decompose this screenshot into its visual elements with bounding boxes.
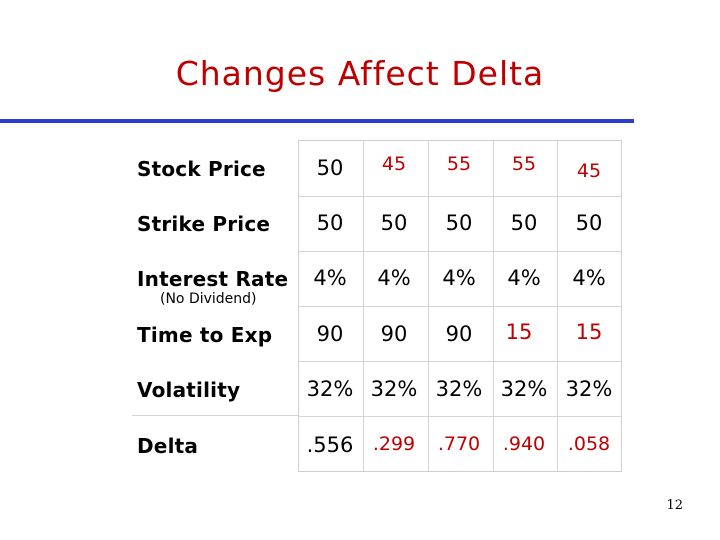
cell-strike-price: 50 <box>510 211 538 235</box>
cell-volatility: 32% <box>500 377 548 401</box>
cell-strike-price: 50 <box>316 211 344 235</box>
row-label-stock-price: Stock Price <box>137 157 266 181</box>
cell-time-to-exp: 15 <box>505 320 533 344</box>
cell-volatility: 32% <box>565 377 613 401</box>
cell-time-to-exp: 15 <box>575 320 603 344</box>
grid-divider <box>299 251 621 252</box>
grid-divider <box>299 361 621 362</box>
grid-divider <box>299 416 621 417</box>
cell-strike-price: 50 <box>445 211 473 235</box>
grid-divider <box>299 306 621 307</box>
cell-stock-price: 50 <box>316 156 344 180</box>
cell-strike-price: 50 <box>380 211 408 235</box>
cell-delta: .556 <box>306 433 354 457</box>
cell-volatility: 32% <box>435 377 483 401</box>
cell-delta: .940 <box>502 433 546 455</box>
cell-volatility: 32% <box>370 377 418 401</box>
row-label-interest-rate: Interest Rate <box>137 267 289 291</box>
cell-time-to-exp: 90 <box>316 322 344 346</box>
cell-interest-rate: 4% <box>572 266 606 290</box>
cell-stock-price: 45 <box>381 153 407 175</box>
cell-time-to-exp: 90 <box>380 322 408 346</box>
grid-divider <box>299 196 621 197</box>
cell-delta: .299 <box>372 433 416 455</box>
row-note-no-dividend: (No Dividend) <box>160 291 257 307</box>
cell-stock-price: 55 <box>446 153 472 175</box>
cell-strike-price: 50 <box>575 211 603 235</box>
cell-interest-rate: 4% <box>313 266 347 290</box>
row-label-time-to-exp: Time to Exp <box>137 323 273 347</box>
page-number: 12 <box>666 498 683 513</box>
cell-volatility: 32% <box>306 377 354 401</box>
row-label-delta: Delta <box>137 434 199 458</box>
slide-title: Changes Affect Delta <box>175 54 545 93</box>
cell-interest-rate: 4% <box>442 266 476 290</box>
cell-interest-rate: 4% <box>377 266 411 290</box>
cell-interest-rate: 4% <box>507 266 541 290</box>
label-separator <box>132 415 298 416</box>
values-grid <box>298 140 622 472</box>
cell-delta: .058 <box>567 433 611 455</box>
cell-time-to-exp: 90 <box>445 322 473 346</box>
cell-stock-price: 45 <box>576 160 602 182</box>
title-rule <box>0 119 634 123</box>
row-label-volatility: Volatility <box>137 378 241 402</box>
row-label-strike-price: Strike Price <box>137 212 271 236</box>
cell-delta: .770 <box>437 433 481 455</box>
cell-stock-price: 55 <box>511 153 537 175</box>
